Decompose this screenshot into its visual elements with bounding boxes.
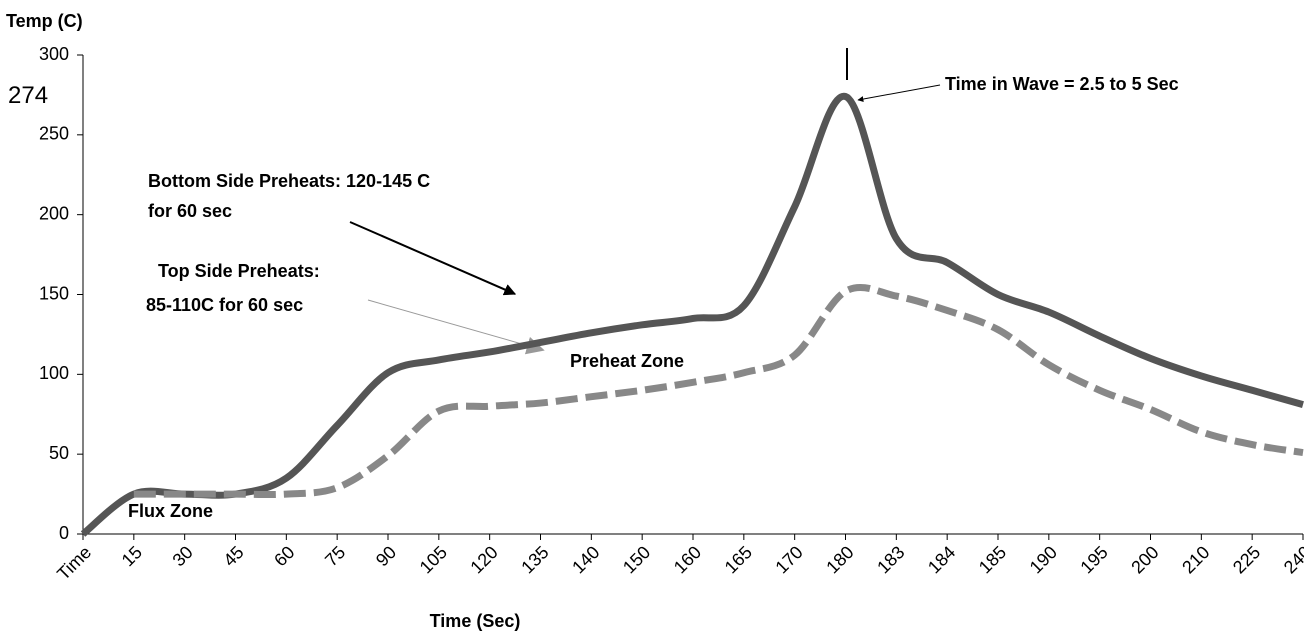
- x-tick-label: 140: [568, 542, 603, 577]
- annotation: Bottom Side Preheats: 120-145 C: [148, 171, 430, 191]
- x-tick-label: Time: [53, 542, 95, 584]
- y-tick-label: 0: [59, 523, 69, 543]
- x-tick-label: 15: [118, 542, 146, 570]
- x-tick-label: 183: [873, 542, 908, 577]
- x-tick-label: 185: [975, 542, 1010, 577]
- x-axis-title: Time (Sec): [430, 611, 521, 631]
- x-tick-label: 135: [517, 542, 552, 577]
- y-tick-label: 50: [49, 443, 69, 463]
- x-tick-label: 150: [619, 542, 654, 577]
- series-line: [80, 93, 1304, 537]
- annotation: Preheat Zone: [570, 351, 684, 371]
- x-tick-label: 60: [270, 542, 298, 570]
- annotation-arrow: [857, 84, 941, 102]
- x-tick-label: 240: [1280, 542, 1304, 577]
- x-tick-label: 195: [1076, 542, 1111, 577]
- x-tick-label: 160: [670, 542, 705, 577]
- x-tick-label: 45: [219, 542, 247, 570]
- annotation-arrow: [349, 221, 517, 296]
- annotation: 85-110C for 60 sec: [146, 295, 303, 315]
- x-tick-label: 210: [1178, 542, 1213, 577]
- x-tick-label: 225: [1229, 542, 1264, 577]
- x-tick-label: 165: [721, 542, 756, 577]
- x-tick-label: 180: [822, 542, 857, 577]
- annotation: Time in Wave = 2.5 to 5 Sec: [945, 74, 1179, 94]
- y-tick-label: 200: [39, 203, 69, 223]
- series-line: [133, 283, 1304, 499]
- x-tick-label: 105: [416, 542, 451, 577]
- annotation: Flux Zone: [128, 501, 213, 521]
- annotation: for 60 sec: [148, 201, 232, 221]
- peak-label: 274: [8, 82, 48, 109]
- y-tick-label: 250: [39, 124, 69, 144]
- x-tick-label: 75: [321, 542, 349, 570]
- x-tick-label: 200: [1127, 542, 1162, 577]
- annotation-arrow: [367, 299, 545, 355]
- y-axis-title: Temp (C): [6, 11, 83, 31]
- y-tick-label: 100: [39, 363, 69, 383]
- x-tick-label: 170: [771, 542, 806, 577]
- x-tick-label: 90: [372, 542, 400, 570]
- x-tick-label: 120: [466, 542, 501, 577]
- x-tick-label: 190: [1026, 542, 1061, 577]
- x-tick-label: 184: [924, 542, 959, 577]
- annotation: Top Side Preheats:: [158, 261, 320, 281]
- y-tick-label: 300: [39, 44, 69, 64]
- y-tick-label: 150: [39, 283, 69, 303]
- x-tick-label: 30: [169, 542, 197, 570]
